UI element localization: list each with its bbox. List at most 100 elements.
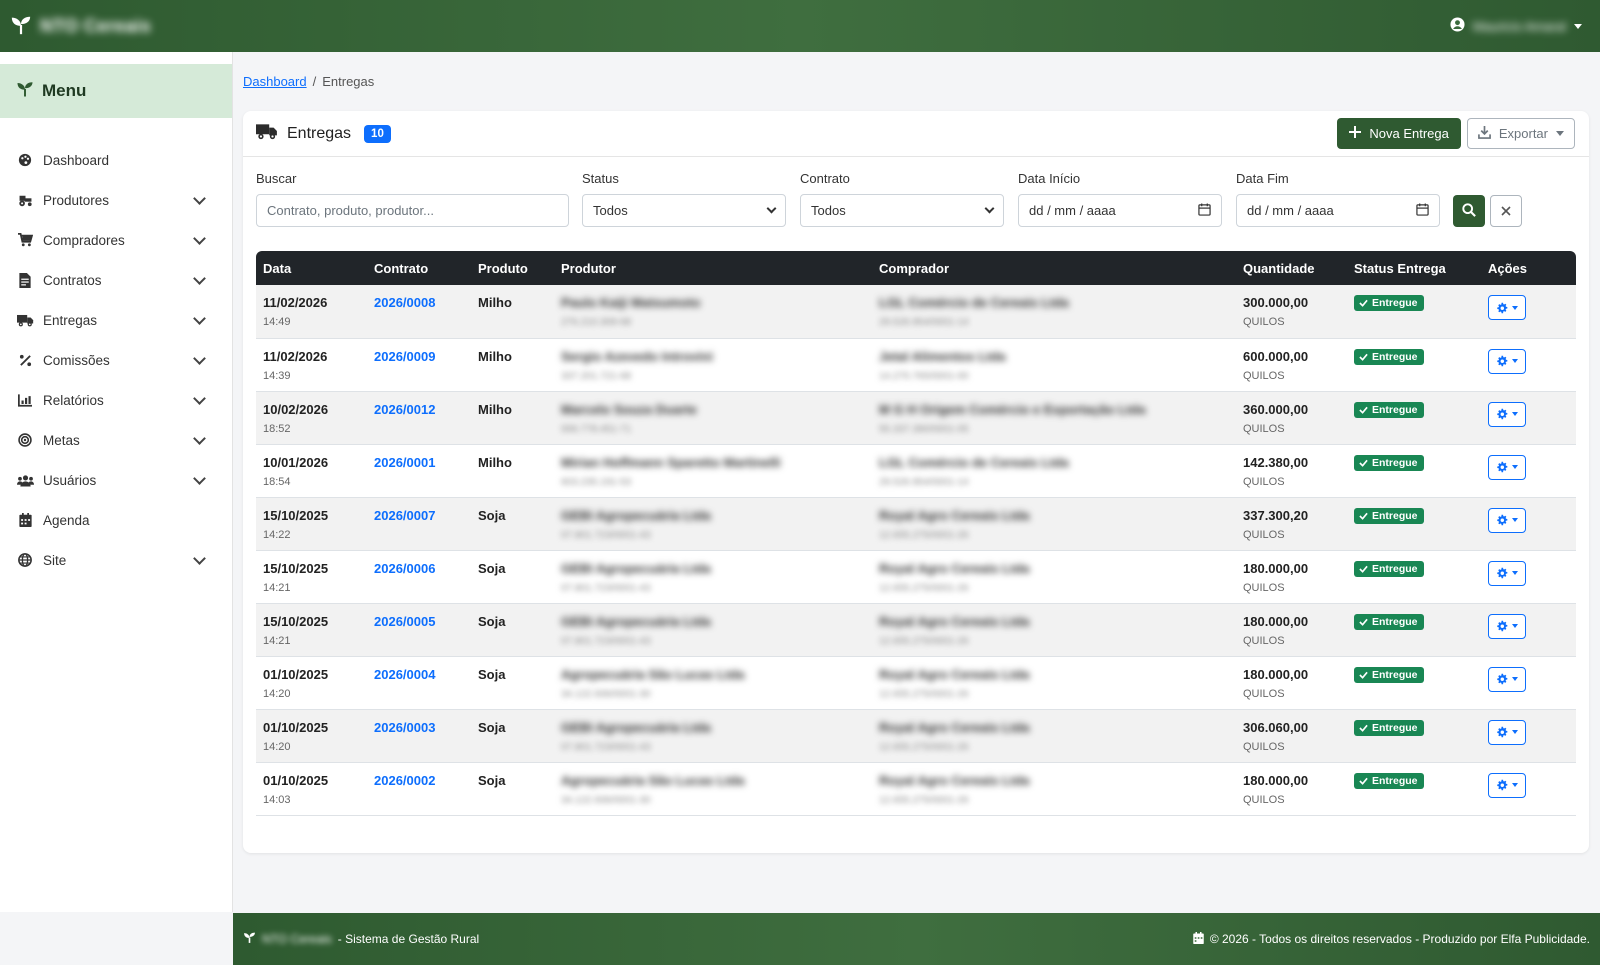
brand[interactable]: NTO Cereais xyxy=(10,14,151,39)
tractor-icon xyxy=(16,191,34,209)
status-badge: Entregue xyxy=(1354,507,1424,524)
footer-right: © 2026 - Todos os direitos reservados - … xyxy=(1193,931,1590,947)
end-date-input[interactable]: dd / mm / aaaa xyxy=(1236,194,1440,227)
cell-product: Milho xyxy=(471,444,554,497)
contract-link[interactable]: 2026/0012 xyxy=(374,401,436,417)
row-actions-button[interactable] xyxy=(1488,507,1526,533)
deliveries-table: Data Contrato Produto Produtor Comprador… xyxy=(256,251,1576,816)
check-icon xyxy=(1359,459,1368,467)
cell-buyer: Royal Agro Cereais Ltda 12.655.275/0001-2… xyxy=(872,497,1236,550)
sidebar-item-entregas[interactable]: Entregas xyxy=(0,300,232,340)
contract-link[interactable]: 2026/0002 xyxy=(374,772,436,788)
contract-select[interactable]: Todos xyxy=(800,194,1004,227)
sidebar-item-compradores[interactable]: Compradores xyxy=(0,220,232,260)
chevron-down-icon xyxy=(193,191,206,205)
row-actions-button[interactable] xyxy=(1488,666,1526,692)
gear-icon xyxy=(1497,567,1508,579)
sidebar-item-comissoes[interactable]: Comissões xyxy=(0,340,232,380)
contract-link[interactable]: 2026/0005 xyxy=(374,613,436,629)
cell-date: 01/10/2025 14:20 xyxy=(256,656,367,709)
row-actions-button[interactable] xyxy=(1488,560,1526,586)
clear-filters-button[interactable] xyxy=(1490,195,1522,227)
producer-document: 07.801.723/0001-43 xyxy=(561,635,651,647)
cell-date: 11/02/2026 14:39 xyxy=(256,338,367,391)
calendar-icon[interactable] xyxy=(1198,202,1211,219)
cell-status: Entregue xyxy=(1347,656,1481,709)
chevron-down-icon xyxy=(193,551,206,565)
user-menu[interactable]: Mauricio Amaral xyxy=(1450,17,1582,35)
contract-link[interactable]: 2026/0001 xyxy=(374,454,436,470)
sidebar-item-contratos[interactable]: Contratos xyxy=(0,260,232,300)
buyer-name: Royal Agro Cereais Ltda xyxy=(879,772,1030,788)
quantity-unit: QUILOS xyxy=(1243,369,1285,382)
cell-buyer: Royal Agro Cereais Ltda 12.655.275/0001-2… xyxy=(872,762,1236,815)
row-actions-button[interactable] xyxy=(1488,454,1526,480)
buyer-name: LGL Comércio de Cereais Ltda xyxy=(879,295,1069,310)
contract-link[interactable]: 2026/0006 xyxy=(374,560,436,576)
table-row: 11/02/2026 14:39 2026/0009 Milho Sergio Azev… xyxy=(256,338,1576,391)
status-badge: Entregue xyxy=(1354,772,1424,789)
buyer-document: 12.655.275/0001-26 xyxy=(879,688,969,700)
row-actions-button[interactable] xyxy=(1488,719,1526,745)
product-name: Soja xyxy=(478,666,506,682)
calendar-icon[interactable] xyxy=(1416,202,1429,219)
sidebar-item-relatorios[interactable]: Relatórios xyxy=(0,380,232,420)
sidebar-item-site[interactable]: Site xyxy=(0,540,232,580)
cell-contract: 2026/0001 xyxy=(367,444,471,497)
delivery-time: 18:52 xyxy=(263,422,291,435)
cell-buyer: Royal Agro Cereais Ltda 12.655.275/0001-2… xyxy=(872,550,1236,603)
cell-product: Soja xyxy=(471,550,554,603)
row-actions-button[interactable] xyxy=(1488,295,1526,320)
cell-contract: 2026/0007 xyxy=(367,497,471,550)
chevron-down-icon xyxy=(193,351,206,365)
start-date-input[interactable]: dd / mm / aaaa xyxy=(1018,194,1222,227)
producer-document: 34.122.936/0001-30 xyxy=(561,794,651,806)
cell-actions xyxy=(1481,603,1576,656)
sidebar-item-dashboard[interactable]: Dashboard xyxy=(0,140,232,180)
export-label: Exportar xyxy=(1498,126,1548,141)
count-badge: 10 xyxy=(364,124,391,143)
chevron-down-icon xyxy=(766,203,777,214)
new-delivery-button[interactable]: Nova Entrega xyxy=(1337,118,1461,149)
export-button[interactable]: Exportar xyxy=(1466,118,1575,149)
contract-link[interactable]: 2026/0004 xyxy=(374,666,436,682)
chevron-down-icon xyxy=(193,431,206,445)
sidebar-item-agenda[interactable]: Agenda xyxy=(0,500,232,540)
gear-icon xyxy=(1497,355,1508,367)
delivery-date: 01/10/2025 xyxy=(263,772,329,788)
row-actions-button[interactable] xyxy=(1488,772,1526,798)
contract-link[interactable]: 2026/0008 xyxy=(374,295,436,310)
cell-actions xyxy=(1481,762,1576,815)
quantity-value: 180.000,00 xyxy=(1243,772,1309,788)
contract-link[interactable]: 2026/0003 xyxy=(374,719,436,735)
table-row: 15/10/2025 14:21 2026/0006 Soja GEBI Agropec… xyxy=(256,550,1576,603)
sidebar-item-produtores[interactable]: Produtores xyxy=(0,180,232,220)
search-button[interactable] xyxy=(1453,195,1485,227)
producer-name: Mirian Hoffmann Sparetto Martinelli xyxy=(561,454,781,470)
status-select[interactable]: Todos xyxy=(582,194,786,227)
contract-link[interactable]: 2026/0009 xyxy=(374,348,436,364)
sidebar-item-usuarios[interactable]: Usuários xyxy=(0,460,232,500)
footer: NTO Cereais - Sistema de Gestão Rural © … xyxy=(233,913,1600,965)
cell-producer: Agropecuária São Lucas Ltda 34.122.936/00… xyxy=(554,656,872,709)
sidebar-item-metas[interactable]: Metas xyxy=(0,420,232,460)
row-actions-button[interactable] xyxy=(1488,401,1526,427)
quantity-unit: QUILOS xyxy=(1243,634,1285,647)
user-circle-icon xyxy=(1450,17,1465,35)
new-delivery-label: Nova Entrega xyxy=(1369,126,1449,141)
sidebar-nav: Dashboard Produtores Compradores Contrat… xyxy=(0,140,232,580)
contract-link[interactable]: 2026/0007 xyxy=(374,507,436,523)
buyer-name: M G H Origem Comércio e Exportação Ltda xyxy=(879,401,1146,417)
row-actions-button[interactable] xyxy=(1488,348,1526,374)
footer-brand: NTO Cereais xyxy=(262,932,332,946)
cell-producer: GEBI Agropecuária Ltda 07.801.723/0001-43 xyxy=(554,709,872,762)
breadcrumb-link-dashboard[interactable]: Dashboard xyxy=(243,74,307,89)
footer-copyright: © 2026 - Todos os direitos reservados - … xyxy=(1209,932,1590,946)
delivery-date: 10/02/2026 xyxy=(263,401,329,417)
contract-select-value: Todos xyxy=(811,203,846,218)
sidebar-item-label: Metas xyxy=(43,432,80,448)
cell-actions xyxy=(1481,338,1576,391)
row-actions-button[interactable] xyxy=(1488,613,1526,639)
quantity-unit: QUILOS xyxy=(1243,581,1285,594)
search-input[interactable]: Contrato, produto, produtor... xyxy=(256,194,569,227)
